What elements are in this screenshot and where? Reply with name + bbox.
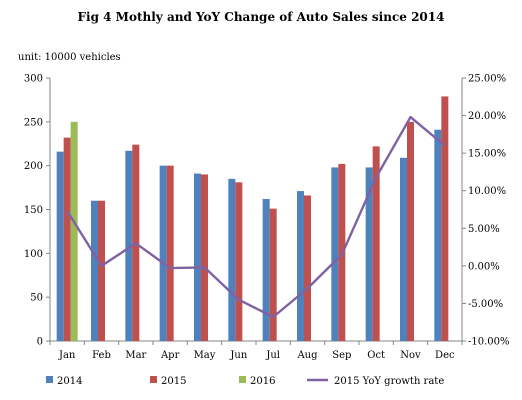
legend-label: 2016 [250, 376, 275, 387]
bar-2014-Jun [228, 178, 236, 341]
category-label: Nov [400, 350, 421, 361]
bar-2014-Jul [262, 198, 270, 341]
unit-label: unit: 10000 vehicles [18, 52, 121, 63]
category-label: Jan [58, 350, 76, 361]
right-tick-label: -10.00% [468, 337, 510, 348]
legend-label: 2014 [57, 376, 82, 387]
bar-2015-Aug [304, 195, 311, 341]
bar-2015-Jun [235, 182, 243, 341]
left-tick-label: 300 [24, 74, 43, 85]
category-label: Jun [229, 350, 247, 361]
yoy-growth-line [66, 115, 446, 319]
category-label: Dec [435, 350, 455, 361]
legend: 2014 2015 2016 2015 YoY growth rate [46, 376, 444, 387]
bar-2015-Apr [166, 165, 174, 341]
left-tick-label: 0 [37, 337, 43, 348]
left-tick-label: 100 [24, 249, 43, 260]
category-label: Mar [125, 350, 146, 361]
legend-label: 2015 [161, 376, 186, 387]
bar-2014-Nov [400, 157, 407, 341]
bar-2014-Aug [297, 191, 304, 341]
bar-2014-Apr [159, 165, 167, 341]
bar-2014-Sep [331, 167, 339, 341]
bar-2014-Feb [91, 200, 98, 341]
bar-2015-Feb [98, 200, 105, 341]
left-tick-label: 250 [24, 117, 43, 128]
bar-2014-Dec [434, 129, 442, 341]
axes [46, 77, 466, 345]
category-label: Apr [160, 350, 180, 361]
bar-2015-Nov [407, 121, 414, 341]
left-tick-label: 200 [24, 161, 43, 172]
left-tick-label: 50 [30, 293, 43, 304]
legend-swatch-2016 [239, 376, 246, 383]
category-label: Oct [367, 350, 385, 361]
bar-2015-Dec [441, 96, 449, 341]
right-tick-label: 25.00% [468, 74, 506, 85]
right-tick-label: 15.00% [468, 149, 506, 160]
bar-2015-May [201, 174, 208, 341]
bar-2015-Oct [372, 146, 380, 341]
bar-2014-Jan [56, 151, 64, 341]
right-tick-label: 5.00% [468, 224, 500, 235]
category-label: Jul [265, 350, 280, 361]
legend-swatch-2014 [46, 376, 53, 383]
tick-labels: 0 50 100 150 200 250 300 -10.00% -5.00% 0.00% 5.00… [24, 74, 510, 362]
right-tick-label: 0.00% [468, 261, 500, 272]
yoy-line-layer [66, 115, 446, 319]
bars [56, 96, 449, 341]
right-tick-label: -5.00% [468, 299, 503, 310]
bar-2014-Mar [125, 150, 133, 341]
category-label: Sep [332, 350, 351, 361]
bar-2016-Jan [70, 121, 78, 341]
legend-swatch-2015 [150, 376, 157, 383]
category-label: May [194, 350, 216, 361]
category-label: Aug [296, 350, 318, 361]
bar-2014-May [194, 173, 201, 341]
legend-label: 2015 YoY growth rate [334, 376, 444, 387]
category-label: Feb [92, 350, 111, 361]
right-tick-label: 20.00% [468, 111, 506, 122]
right-tick-label: 10.00% [468, 186, 506, 197]
chart-title: Fig 4 Mothly and YoY Change of Auto Sale… [77, 10, 445, 24]
left-tick-label: 150 [24, 205, 43, 216]
bar-2015-Jul [269, 208, 277, 341]
bar-2015-Jan [63, 137, 71, 341]
bar-2014-Oct [365, 167, 373, 341]
